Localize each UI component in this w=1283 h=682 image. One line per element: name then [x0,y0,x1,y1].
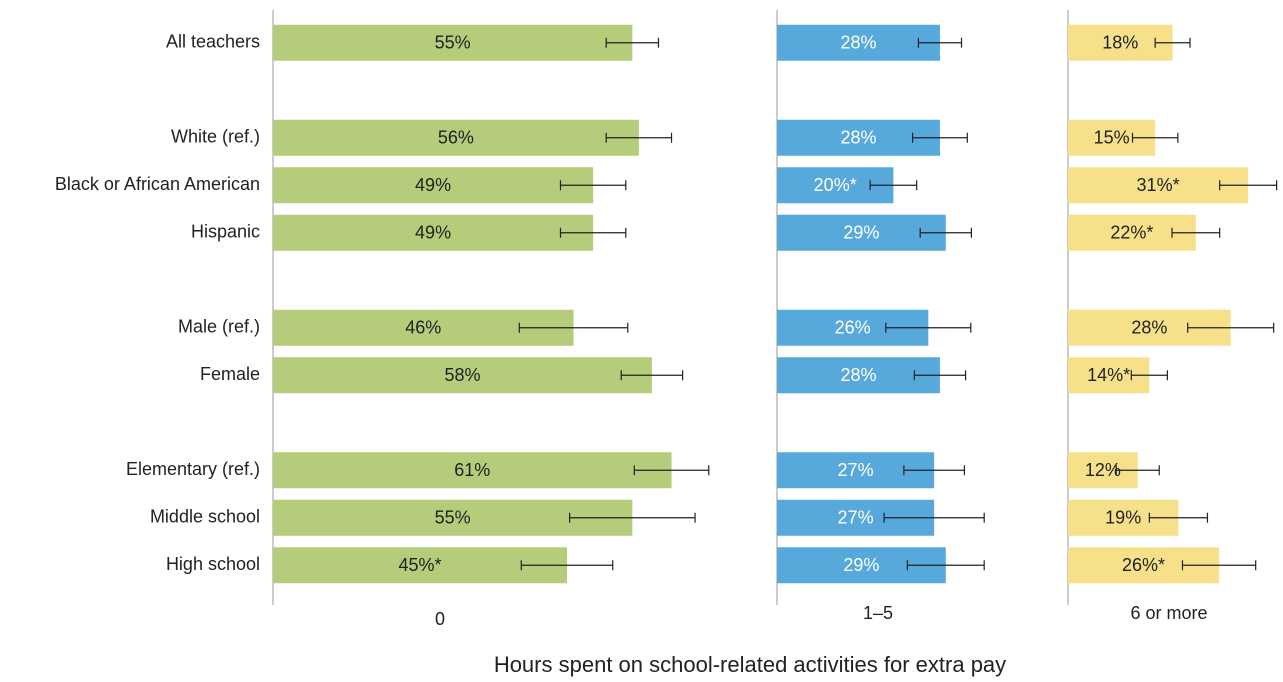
bar [1068,167,1249,204]
value-label: 27% [838,508,874,528]
value-label: 28% [840,365,876,385]
value-label: 22%* [1110,223,1153,243]
value-label: 20%* [814,175,857,195]
value-label: 19% [1105,508,1141,528]
value-label: 49% [415,223,451,243]
value-label: 15% [1094,128,1130,148]
value-label: 58% [444,365,480,385]
category-label: Female [200,364,260,384]
panel-label: 6 or more [1130,603,1207,623]
panel-label: 0 [435,609,445,629]
bar [777,214,946,251]
category-label: Elementary (ref.) [126,459,260,479]
value-label: 18% [1102,33,1138,53]
value-label: 14%* [1087,365,1130,385]
value-label: 27% [838,460,874,480]
bar [273,119,639,156]
bar [273,357,652,394]
bar [273,214,594,251]
value-label: 49% [415,175,451,195]
bar [777,24,940,61]
bar [273,452,672,489]
panel-label: 1–5 [863,603,893,623]
category-label: Hispanic [191,222,260,242]
value-label: 28% [1131,318,1167,338]
category-label: High school [166,554,260,574]
bar [273,547,567,584]
value-label: 55% [435,33,471,53]
value-label: 56% [438,128,474,148]
category-label: Middle school [150,507,260,527]
bar [273,167,594,204]
value-label: 28% [840,128,876,148]
value-label: 46% [405,318,441,338]
value-label: 29% [843,555,879,575]
category-label: White (ref.) [171,127,260,147]
value-label: 12% [1085,460,1121,480]
value-label: 26%* [1122,555,1165,575]
value-label: 61% [454,460,490,480]
value-label: 31%* [1137,175,1180,195]
category-label: Male (ref.) [178,317,260,337]
category-label: All teachers [166,32,260,52]
category-label: Black or African American [55,174,260,194]
value-label: 45%* [398,555,441,575]
bar [777,357,940,394]
value-label: 55% [435,508,471,528]
x-axis-label: Hours spent on school-related activities… [494,652,1006,677]
value-label: 28% [840,33,876,53]
bar [273,24,633,61]
value-label: 26% [835,318,871,338]
value-label: 29% [843,223,879,243]
